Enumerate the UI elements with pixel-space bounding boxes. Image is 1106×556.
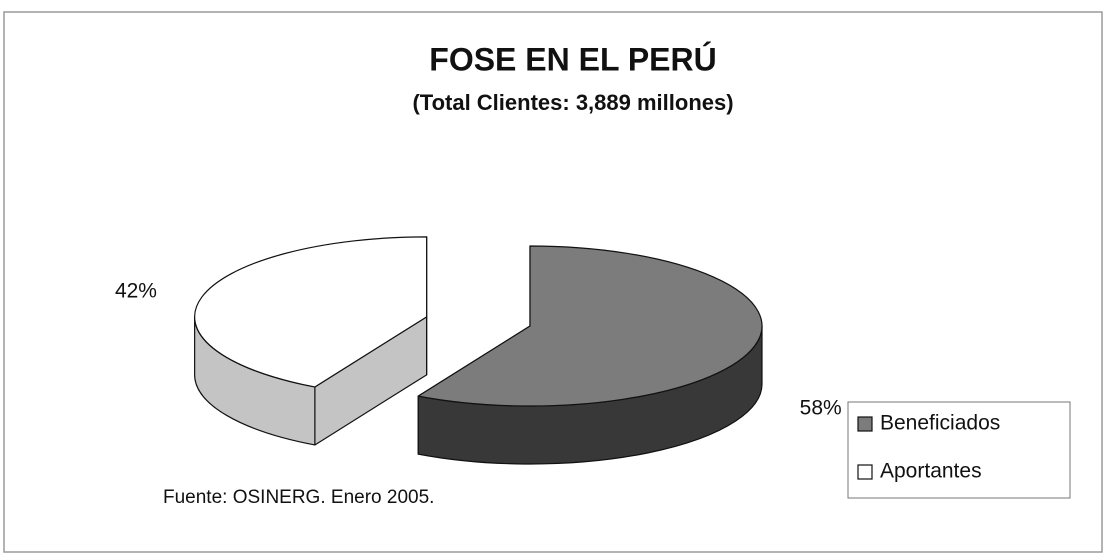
chart-title: FOSE EN EL PERÚ: [429, 41, 716, 77]
data-label: 58%: [800, 396, 842, 419]
data-label: 42%: [115, 280, 157, 303]
chart-subtitle: (Total Clientes: 3,889 millones): [412, 90, 733, 115]
legend-swatch: [857, 464, 873, 480]
slice: [417, 245, 763, 407]
legend-label: Aportantes: [880, 460, 982, 483]
legend-label: Beneficiados: [880, 412, 1000, 435]
legend-swatch: [857, 416, 873, 432]
legend-box: [847, 401, 1071, 499]
slice: [194, 236, 428, 388]
annotation: Fuente: OSINERG. Enero 2005.: [163, 487, 434, 508]
